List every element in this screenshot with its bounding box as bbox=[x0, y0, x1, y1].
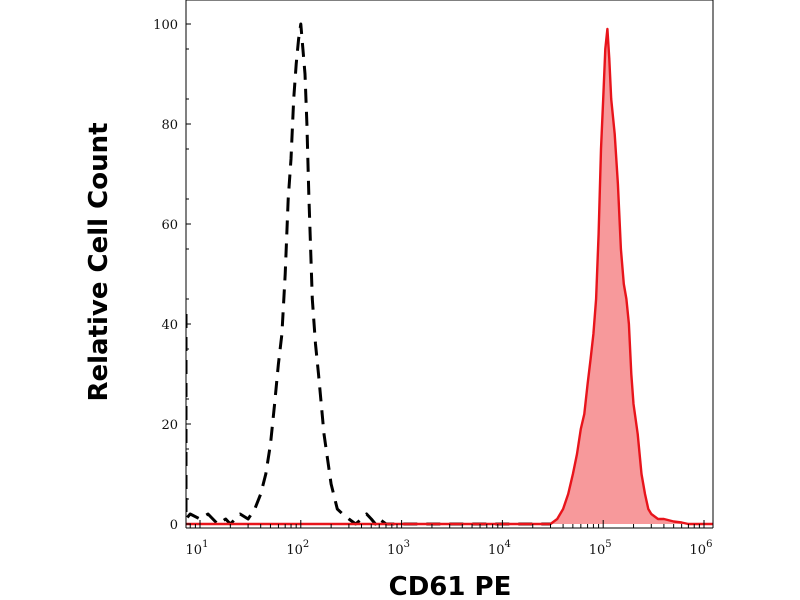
y-tick-label: 40 bbox=[161, 318, 178, 333]
plot-area bbox=[186, 22, 713, 526]
series-1-line bbox=[186, 22, 551, 526]
y-axis-ticks: 0 20 40 60 80 100 bbox=[153, 18, 191, 533]
y-tick-label: 60 bbox=[161, 218, 178, 233]
y-tick-label: 20 bbox=[161, 418, 178, 433]
x-tick-label: 104 bbox=[488, 539, 511, 558]
x-tick-label: 106 bbox=[690, 539, 713, 558]
x-tick-label: 105 bbox=[589, 539, 612, 558]
series-2-fill bbox=[186, 29, 713, 524]
series-2-line bbox=[186, 27, 713, 526]
y-tick-label: 0 bbox=[170, 518, 178, 533]
y-axis-label: Relative Cell Count bbox=[84, 122, 114, 401]
x-axis-ticks: 101 102 103 104 105 106 bbox=[186, 520, 713, 558]
y-tick-label: 100 bbox=[153, 18, 178, 33]
y-tick-label: 80 bbox=[161, 118, 178, 133]
x-tick-label: 101 bbox=[186, 539, 209, 558]
x-tick-label: 103 bbox=[387, 539, 410, 558]
x-tick-label: 102 bbox=[286, 539, 309, 558]
x-axis-label: CD61 PE bbox=[389, 572, 512, 600]
